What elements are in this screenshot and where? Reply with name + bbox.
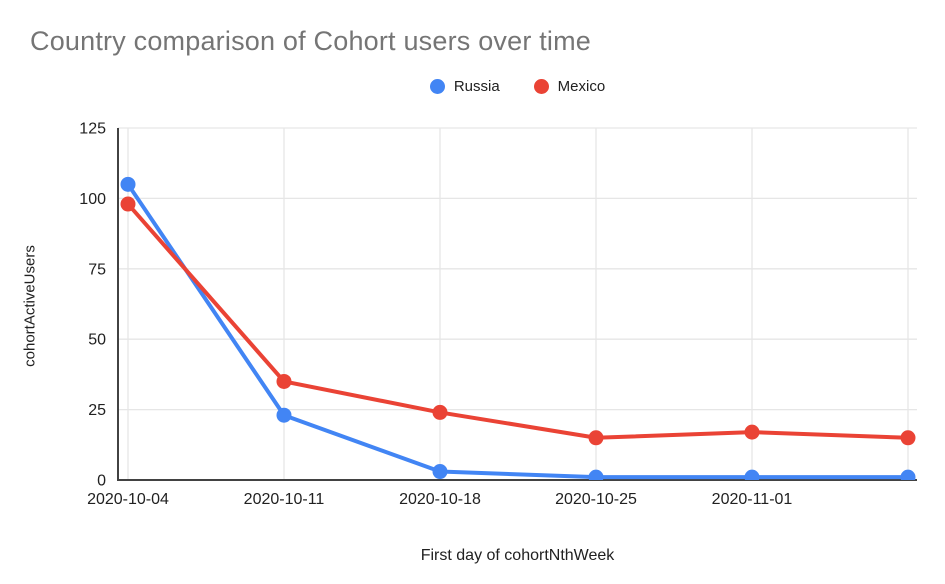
data-point-russia (588, 469, 604, 480)
x-tick-label: 2020-10-11 (244, 491, 325, 508)
data-point-mexico (120, 196, 136, 212)
data-point-mexico (276, 373, 292, 389)
data-point-russia (432, 464, 448, 480)
data-point-mexico (588, 430, 604, 446)
x-axis-title: First day of cohortNthWeek (420, 547, 615, 564)
x-tick-label: 2020-10-04 (87, 491, 169, 508)
y-axis-title: cohortActiveUsers (21, 245, 39, 367)
series-line-mexico (126, 202, 910, 440)
series-line-russia (126, 182, 910, 480)
legend-label: Russia (453, 78, 500, 95)
y-tick-label: 125 (79, 121, 106, 138)
chart-title: Country comparison of Cohort users over … (30, 26, 592, 56)
y-tick-label: 100 (79, 191, 106, 208)
legend-item-mexico: Mexico (533, 78, 606, 95)
y-tick-label: 0 (97, 473, 106, 490)
legend: Russia Mexico (118, 78, 917, 95)
legend-dot-mexico (533, 79, 549, 94)
data-point-russia (744, 469, 760, 480)
legend-label: Mexico (557, 78, 606, 95)
data-point-mexico (432, 404, 448, 420)
data-point-mexico (900, 430, 916, 446)
series-group (120, 176, 916, 480)
data-point-mexico (744, 424, 760, 440)
y-tick-label: 25 (88, 402, 106, 419)
data-point-russia (276, 407, 292, 423)
legend-item-russia: Russia (429, 78, 500, 95)
x-tick-label: 2020-10-18 (399, 491, 481, 508)
legend-dot-russia (429, 79, 445, 94)
data-point-russia (900, 469, 916, 480)
x-tick-label: 2020-10-25 (555, 491, 637, 508)
data-point-russia (120, 176, 136, 192)
y-tick-label: 50 (88, 332, 106, 349)
y-tick-label: 75 (88, 261, 106, 278)
x-tick-label: 2020-11-01 (712, 491, 793, 508)
